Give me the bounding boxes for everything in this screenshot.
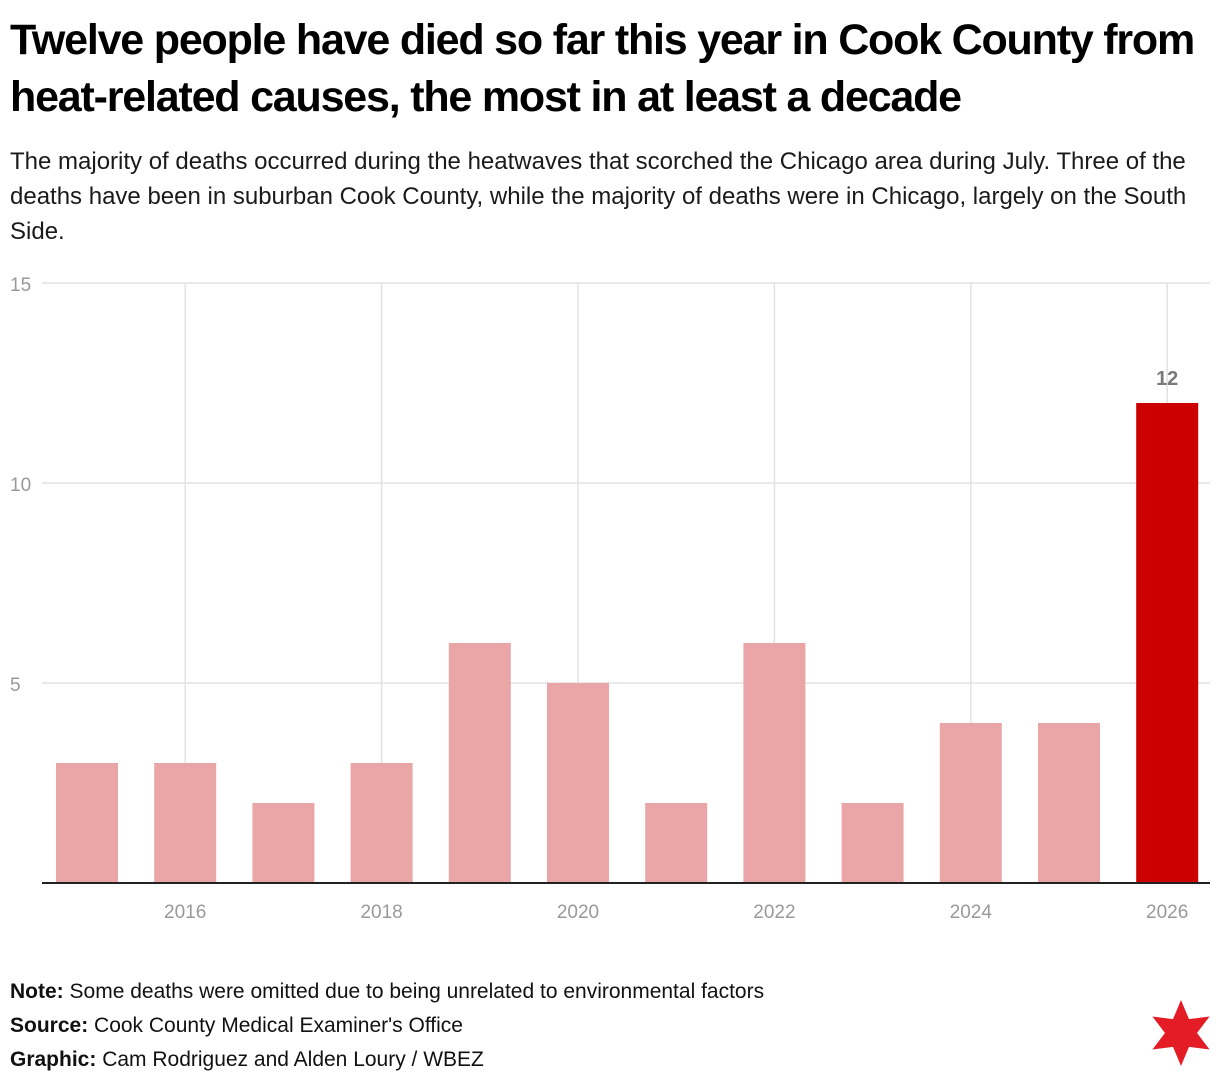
chart-title: Twelve people have died so far this year… <box>10 16 1195 121</box>
y-tick-label: 10 <box>10 475 31 496</box>
x-tick-label: 2022 <box>753 902 795 923</box>
graphic-text: Cam Rodriguez and Alden Loury / WBEZ <box>102 1048 484 1071</box>
bar-2017 <box>252 803 315 883</box>
bar-2026 <box>1136 403 1199 883</box>
note-label: Note: <box>10 980 64 1003</box>
bar-2021 <box>645 803 708 883</box>
bar-2023 <box>841 803 904 883</box>
x-tick-label: 2026 <box>1146 902 1188 923</box>
bar-2024 <box>939 723 1002 883</box>
graphic-label: Graphic: <box>10 1048 97 1071</box>
credit-line: Graphic: Cam Rodriguez and Alden Loury /… <box>10 1043 764 1077</box>
y-tick-label: 15 <box>10 275 31 296</box>
chart-footer: Note: Some deaths were omitted due to be… <box>10 975 764 1077</box>
x-tick-label: 2018 <box>360 902 402 923</box>
chart-subtitle: The majority of deaths occurred during t… <box>10 148 1187 245</box>
data-label: 12 <box>1156 368 1178 390</box>
x-tick-label: 2020 <box>557 902 599 923</box>
bar-2020 <box>547 683 609 883</box>
y-tick-label: 5 <box>10 675 21 696</box>
source-text: Cook County Medical Examiner's Office <box>94 1014 463 1037</box>
bar-chart: 5 10 15 2016 2018 2020 2022 2024 2026 12 <box>10 275 1210 923</box>
note-line: Note: Some deaths were omitted due to be… <box>10 975 764 1009</box>
bar-2015 <box>56 763 118 883</box>
x-tick-label: 2024 <box>950 902 993 923</box>
bar-2025 <box>1038 723 1100 883</box>
source-line: Source: Cook County Medical Examiner's O… <box>10 1009 764 1043</box>
x-tick-label: 2016 <box>164 902 206 923</box>
six-pointed-star-icon <box>1152 1000 1210 1066</box>
bar-2022 <box>743 643 806 883</box>
note-text: Some deaths were omitted due to being un… <box>69 980 765 1003</box>
source-label: Source: <box>10 1014 89 1037</box>
bar-2016 <box>154 763 217 883</box>
bar-2019 <box>448 643 511 883</box>
bar-2018 <box>350 763 413 883</box>
